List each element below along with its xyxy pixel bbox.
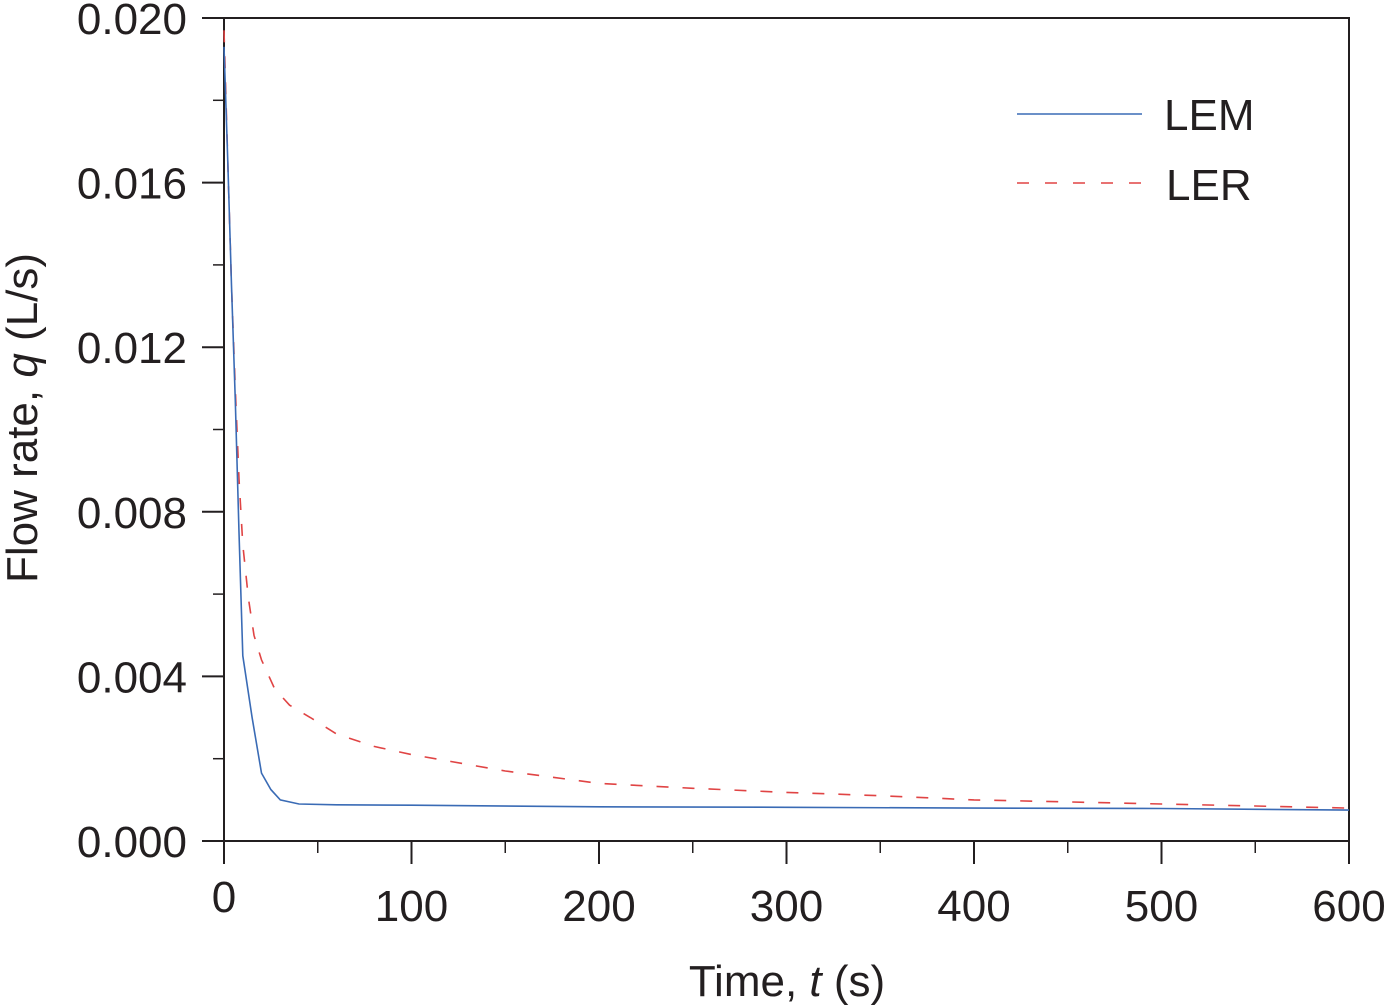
lem-series-line <box>223 46 1350 811</box>
x-tick-label: 600 <box>1312 882 1385 931</box>
y-tick-label: 0.020 <box>77 0 187 44</box>
y-axis-tick-labels: 0.000 0.004 0.008 0.012 0.016 0.020 <box>77 0 187 867</box>
x-tick-label: 0 <box>212 873 236 922</box>
ler-series-line <box>223 30 1350 809</box>
x-tick-label: 500 <box>1125 882 1198 931</box>
y-axis-title: Flow rate, q (L/s) <box>0 253 47 583</box>
x-tick-label: 100 <box>375 882 448 931</box>
y-tick-label: 0.012 <box>77 324 187 373</box>
legend-label-ler: LER <box>1166 161 1252 210</box>
legend: LEM LER <box>1017 91 1254 210</box>
y-tick-label: 0.000 <box>77 818 187 867</box>
series-layer <box>223 30 1350 811</box>
x-axis-ticks <box>223 841 1350 864</box>
y-tick-label: 0.016 <box>77 160 187 209</box>
x-axis-title: Time, t (s) <box>689 957 885 1005</box>
legend-label-lem: LEM <box>1164 91 1254 140</box>
y-axis-ticks <box>202 17 224 842</box>
y-tick-label: 0.004 <box>77 653 187 702</box>
y-tick-label: 0.008 <box>77 489 187 538</box>
x-tick-label: 400 <box>937 882 1010 931</box>
x-axis-tick-labels: 0 100 200 300 400 500 600 <box>212 873 1386 931</box>
x-tick-label: 200 <box>562 882 635 931</box>
x-tick-label: 300 <box>750 882 823 931</box>
plot-frame <box>223 17 1350 842</box>
